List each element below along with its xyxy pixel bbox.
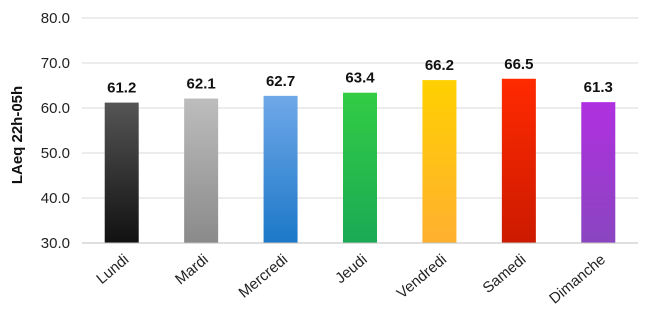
data-label: 61.3: [584, 79, 613, 96]
y-tick-label: 40.0: [41, 190, 70, 207]
bars: [104, 78, 616, 244]
bar-mercredi: [263, 95, 298, 243]
bar-samedi: [501, 78, 536, 243]
y-axis-label: LAeq 22h-05h: [9, 86, 26, 184]
x-axis-ticks: Lundi Mardi Mercredi Jeudi Vendredi Samedi Dim…: [93, 251, 609, 307]
x-tick-label: Jeudi: [332, 251, 370, 287]
data-label: 66.2: [425, 57, 454, 74]
y-axis-ticks: 30.0 40.0 50.0 60.0 70.0 80.0: [41, 10, 70, 252]
x-tick-label: Dimanche: [546, 251, 609, 307]
x-tick-label: Mercredi: [236, 251, 292, 302]
bar-mardi: [184, 98, 219, 243]
data-label: 61.2: [107, 80, 136, 97]
data-label: 63.4: [345, 70, 375, 87]
y-tick-label: 80.0: [41, 10, 70, 27]
bar-dimanche: [581, 102, 616, 244]
bar-lundi: [104, 102, 139, 243]
data-label: 62.7: [266, 73, 295, 90]
data-labels: 61.2 62.1 62.7 63.4 66.2 66.5 61.3: [107, 56, 613, 97]
y-tick-label: 60.0: [41, 100, 70, 117]
y-tick-label: 50.0: [41, 145, 70, 162]
x-tick-label: Samedi: [480, 251, 530, 297]
x-tick-label: Vendredi: [394, 251, 450, 302]
x-tick-label: Lundi: [93, 251, 132, 288]
x-tick-label: Mardi: [172, 251, 212, 288]
bar-jeudi: [343, 92, 377, 243]
bar-vendredi: [422, 80, 457, 243]
y-tick-label: 70.0: [41, 55, 70, 72]
data-label: 66.5: [504, 56, 533, 73]
data-label: 62.1: [187, 76, 216, 93]
y-tick-label: 30.0: [41, 235, 70, 252]
